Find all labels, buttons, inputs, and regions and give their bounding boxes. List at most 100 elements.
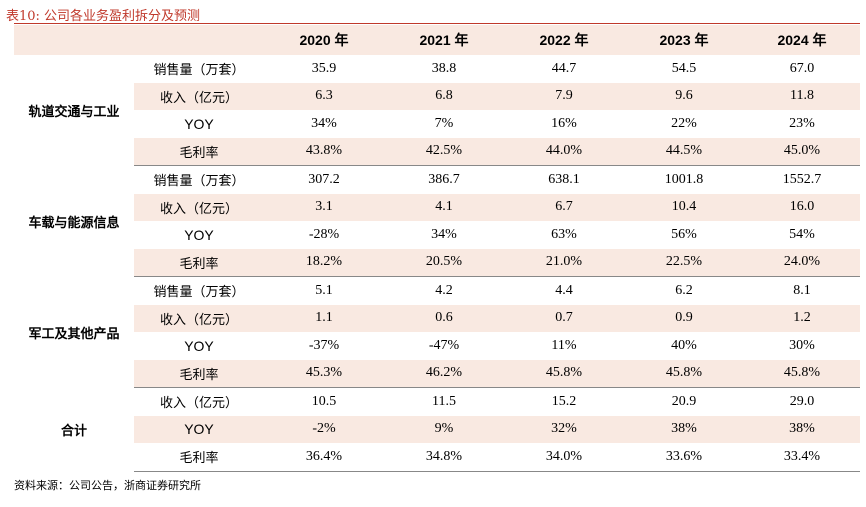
segment-group: 车载与能源信息 销售量（万套） 307.2 386.7 638.1 1001.8 1552.…: [14, 166, 860, 277]
value-cell: 46.2%: [384, 359, 504, 388]
header-year: 2024 年: [744, 25, 860, 55]
table-row: 轨道交通与工业 销售量（万套） 35.9 38.8 44.7 54.5 67.0: [14, 55, 860, 120]
metric-label: 毛利率: [134, 443, 264, 472]
value-cell: 30%: [789, 337, 815, 353]
segment-name: 合计: [60, 423, 87, 439]
metric-label: 收入（亿元）: [134, 193, 264, 221]
value-cell: 10.4: [624, 193, 744, 221]
header-corner: [14, 25, 134, 55]
table-title: 表10: 公司各业务盈利拆分及预测: [6, 9, 201, 24]
value-cell: 54.5: [671, 60, 697, 76]
table-row: 合计 收入（亿元） 10.5 11.5 15.2 20.9 29.0: [14, 388, 860, 439]
metric-label: YOY: [134, 415, 264, 443]
metric-label: 销售量（万套）: [153, 174, 245, 190]
forecast-table: 2020 年 2021 年 2022 年 2023 年 2024 年 轨道交通与…: [14, 25, 860, 472]
metric-label: 收入（亿元）: [134, 304, 264, 332]
value-cell: 4.2: [435, 282, 453, 298]
segment-name: 军工及其他产品: [28, 326, 120, 342]
value-cell: 45.0%: [744, 137, 860, 166]
value-cell: 63%: [551, 226, 577, 242]
value-cell: 22%: [671, 115, 697, 131]
metric-label: 收入（亿元）: [134, 82, 264, 110]
table-row: 毛利率 43.8% 42.5% 44.0% 44.5% 45.0%: [14, 137, 860, 166]
value-cell: 4.4: [555, 282, 573, 298]
value-cell: 33.6%: [624, 443, 744, 472]
value-cell: 6.7: [504, 193, 624, 221]
header-row: 2020 年 2021 年 2022 年 2023 年 2024 年: [14, 25, 860, 55]
value-cell: 1.2: [744, 304, 860, 332]
segment-group: 军工及其他产品 销售量（万套） 5.1 4.2 4.4 6.2 8.1 收入（亿元） 1.1 0.…: [14, 277, 860, 388]
value-cell: 44.0%: [504, 137, 624, 166]
table-row: 毛利率 36.4% 34.8% 34.0% 33.6% 33.4%: [14, 443, 860, 472]
value-cell: -47%: [428, 337, 460, 353]
value-cell: 0.6: [384, 304, 504, 332]
value-cell: -2%: [264, 415, 384, 443]
value-cell: 34%: [431, 226, 457, 242]
value-cell: 7%: [434, 115, 454, 131]
value-cell: 45.8%: [624, 359, 744, 388]
value-cell: 34.0%: [504, 443, 624, 472]
metric-label: 毛利率: [134, 248, 264, 277]
value-cell: 9%: [384, 415, 504, 443]
metric-label: 销售量（万套）: [153, 285, 245, 301]
value-cell: 45.3%: [264, 359, 384, 388]
value-cell: 6.8: [384, 82, 504, 110]
value-cell: 5.1: [315, 282, 333, 298]
title-rule: [14, 23, 860, 24]
value-cell: 4.1: [384, 193, 504, 221]
value-cell: 67.0: [789, 60, 815, 76]
value-cell: 638.1: [548, 171, 580, 187]
metric-label: 收入（亿元）: [159, 396, 238, 412]
value-cell: 32%: [504, 415, 624, 443]
header-year: 2022 年: [504, 25, 624, 55]
value-cell: 15.2: [551, 393, 577, 409]
table-row: 收入（亿元） 3.1 4.1 6.7 10.4 16.0: [14, 193, 860, 221]
value-cell: 40%: [671, 337, 697, 353]
value-cell: 1.1: [264, 304, 384, 332]
metric-label: YOY: [184, 337, 214, 354]
value-cell: 20.5%: [384, 248, 504, 277]
value-cell: 1001.8: [664, 171, 704, 187]
value-cell: 16.0: [744, 193, 860, 221]
header-year: 2023 年: [624, 25, 744, 55]
segment-name: 车载与能源信息: [28, 215, 120, 231]
value-cell: 33.4%: [744, 443, 860, 472]
value-cell: -28%: [308, 226, 340, 242]
metric-label: YOY: [184, 226, 214, 243]
value-cell: 38%: [744, 415, 860, 443]
value-cell: 44.7: [551, 60, 577, 76]
value-cell: 44.5%: [624, 137, 744, 166]
table-row: 收入（亿元） 1.1 0.6 0.7 0.9 1.2: [14, 304, 860, 332]
value-cell: 0.7: [504, 304, 624, 332]
value-cell: 307.2: [308, 171, 340, 187]
value-cell: 9.6: [624, 82, 744, 110]
value-cell: 1552.7: [782, 171, 822, 187]
value-cell: 45.8%: [744, 359, 860, 388]
table-row: 毛利率 18.2% 20.5% 21.0% 22.5% 24.0%: [14, 248, 860, 277]
value-cell: 43.8%: [264, 137, 384, 166]
value-cell: 22.5%: [624, 248, 744, 277]
value-cell: 10.5: [311, 393, 337, 409]
table-row: YOY -28% 34% 63% 56% 54%: [14, 221, 860, 249]
value-cell: 7.9: [504, 82, 624, 110]
value-cell: 24.0%: [744, 248, 860, 277]
value-cell: 34.8%: [384, 443, 504, 472]
value-cell: 18.2%: [264, 248, 384, 277]
value-cell: 54%: [789, 226, 815, 242]
metric-label: 毛利率: [134, 137, 264, 166]
value-cell: 36.4%: [264, 443, 384, 472]
value-cell: 23%: [789, 115, 815, 131]
value-cell: 16%: [551, 115, 577, 131]
value-cell: 45.8%: [504, 359, 624, 388]
value-cell: 11.8: [744, 82, 860, 110]
metric-label: YOY: [184, 115, 214, 132]
table-row: 毛利率 45.3% 46.2% 45.8% 45.8% 45.8%: [14, 359, 860, 388]
metric-label: 毛利率: [134, 359, 264, 388]
value-cell: 0.9: [624, 304, 744, 332]
header-year: 2021 年: [384, 25, 504, 55]
segment-group: 合计 收入（亿元） 10.5 11.5 15.2 20.9 29.0 YOY -2% 9% 32% 3…: [14, 388, 860, 472]
segment-name: 轨道交通与工业: [28, 104, 120, 120]
header-year: 2020 年: [264, 25, 384, 55]
value-cell: 11.5: [432, 393, 456, 409]
value-cell: 29.0: [789, 393, 815, 409]
